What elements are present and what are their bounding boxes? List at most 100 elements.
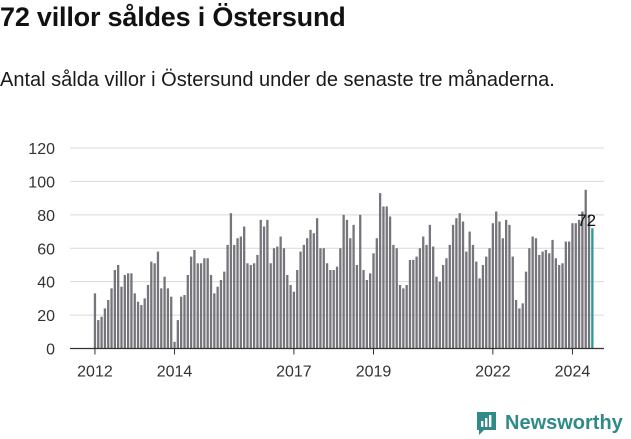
bar — [385, 206, 388, 349]
bar — [438, 281, 441, 349]
bar — [266, 219, 269, 349]
bar — [445, 258, 448, 349]
bar — [524, 271, 528, 349]
bar — [163, 276, 166, 349]
bar — [319, 248, 322, 349]
bar — [209, 274, 213, 349]
bar — [355, 264, 359, 349]
y-tick-label: 60 — [37, 241, 55, 258]
bar — [309, 229, 312, 349]
bar — [332, 269, 335, 349]
bar — [213, 293, 216, 349]
bar — [478, 278, 481, 349]
bar — [262, 226, 266, 349]
bar — [392, 244, 395, 349]
bar — [577, 219, 581, 349]
bar — [322, 248, 325, 349]
brand-name: Newsworthy — [505, 411, 623, 434]
bar — [465, 251, 468, 349]
bar — [538, 254, 541, 349]
x-tick-label: 2022 — [475, 364, 511, 381]
bar — [352, 224, 355, 349]
bar — [180, 296, 183, 349]
bar — [206, 258, 209, 349]
bar — [160, 288, 163, 349]
bar — [306, 238, 309, 349]
x-tick-label: 2017 — [276, 364, 312, 381]
bar — [491, 223, 495, 349]
bar — [441, 264, 445, 349]
bar — [203, 258, 206, 349]
bar — [428, 224, 432, 349]
bar — [100, 316, 103, 349]
bar — [501, 238, 504, 349]
bar — [528, 248, 531, 349]
bar — [339, 248, 342, 349]
bar — [398, 285, 402, 349]
bar — [130, 273, 133, 349]
bar — [329, 269, 332, 349]
bar — [120, 286, 123, 349]
bar — [548, 253, 551, 349]
bar — [551, 239, 554, 349]
bar — [448, 244, 451, 349]
bar — [468, 231, 471, 349]
bar — [256, 254, 259, 349]
bar — [325, 263, 329, 349]
bar — [189, 256, 193, 349]
y-tick-label: 100 — [28, 174, 55, 191]
bar — [269, 263, 272, 349]
bar — [458, 213, 461, 349]
bar — [110, 288, 113, 349]
bar — [249, 264, 252, 349]
bar — [405, 285, 408, 349]
bar — [425, 244, 428, 349]
bar — [488, 248, 491, 349]
bar — [335, 266, 339, 349]
bar — [574, 223, 577, 349]
bar — [408, 259, 412, 349]
bar — [451, 224, 455, 349]
x-tick-label: 2024 — [555, 364, 591, 381]
bar — [282, 248, 286, 349]
y-tick-label: 80 — [37, 208, 55, 225]
bar — [382, 206, 385, 349]
bar — [412, 259, 415, 349]
bar — [415, 256, 418, 349]
bar — [219, 279, 223, 349]
bar — [196, 263, 199, 349]
bar — [315, 218, 319, 349]
bar — [252, 263, 256, 349]
x-tick-label: 2012 — [77, 364, 113, 381]
bar — [113, 269, 116, 349]
bar — [259, 219, 262, 349]
bar — [296, 269, 299, 349]
bar — [173, 341, 176, 349]
bar — [146, 285, 150, 349]
highlight-value-label: 72 — [577, 211, 596, 230]
bar — [243, 226, 246, 349]
bar — [511, 256, 514, 349]
bar — [475, 261, 478, 349]
bar — [156, 251, 160, 349]
bar — [521, 303, 524, 349]
x-tick-label: 2014 — [157, 364, 193, 381]
bar — [193, 249, 196, 349]
bar — [166, 288, 170, 349]
brand-logo: Newsworthy — [475, 408, 623, 438]
bar — [150, 261, 153, 349]
bar — [233, 244, 236, 349]
bar — [226, 244, 229, 349]
bar — [435, 276, 438, 349]
bar — [279, 236, 282, 349]
bar — [388, 216, 392, 349]
bar — [508, 224, 511, 349]
chart-title: 72 villor såldes i Östersund — [0, 2, 346, 32]
y-tick-label: 120 — [28, 141, 55, 158]
bar — [170, 296, 173, 349]
bar — [97, 320, 100, 349]
bar — [272, 248, 276, 349]
bar — [199, 263, 203, 349]
bar — [378, 193, 382, 349]
bar — [504, 219, 508, 349]
